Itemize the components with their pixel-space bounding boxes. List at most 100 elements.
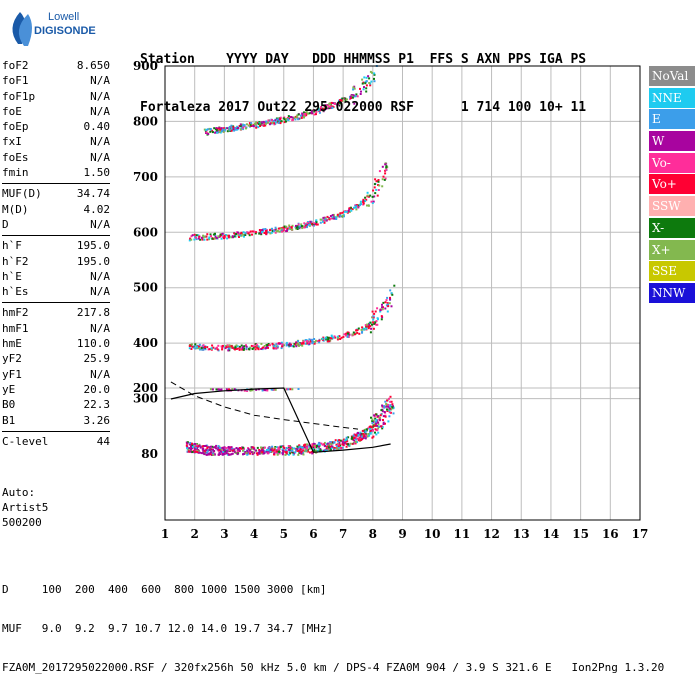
echo-point	[337, 103, 340, 106]
echo-point	[371, 310, 374, 313]
echo-point	[382, 423, 385, 425]
echo-point	[315, 221, 318, 223]
echo-point	[281, 449, 284, 452]
echo-point	[258, 232, 261, 235]
echo-point	[329, 215, 332, 217]
echo-point	[383, 178, 386, 181]
echo-point	[372, 429, 374, 432]
echo-point	[190, 348, 193, 350]
echo-point	[308, 224, 311, 227]
echo-point	[230, 124, 233, 127]
echo-point	[390, 400, 393, 403]
echo-point	[264, 122, 267, 125]
echo-point	[392, 412, 395, 415]
echo-point	[213, 237, 216, 240]
echo-point	[317, 445, 320, 448]
echo-point	[337, 440, 339, 443]
echo-point	[202, 234, 205, 237]
y-tick-label: 500	[133, 281, 158, 295]
echo-point	[369, 194, 372, 197]
echo-point	[361, 438, 364, 440]
echo-point	[377, 423, 380, 426]
echo-point	[299, 445, 302, 448]
echo-point	[281, 345, 284, 348]
echo-point	[336, 215, 339, 218]
echo-point	[242, 453, 244, 456]
echo-point	[388, 407, 391, 410]
echo-point	[360, 435, 363, 438]
echo-point	[196, 451, 199, 453]
echo-point	[324, 104, 327, 107]
legend-item-x-: X-	[649, 217, 695, 238]
echo-point	[304, 112, 306, 115]
echo-point	[215, 129, 218, 132]
echo-point	[309, 340, 312, 343]
echo-point	[351, 208, 354, 211]
echo-point	[347, 332, 349, 335]
echo-point	[226, 450, 229, 453]
echo-point	[245, 451, 248, 454]
echo-point	[251, 348, 254, 350]
echo-point	[220, 233, 223, 235]
echo-point	[238, 348, 241, 351]
echo-point	[364, 437, 367, 440]
echo-point	[228, 347, 231, 350]
echo-point	[364, 430, 367, 433]
echo-point	[215, 444, 218, 447]
echo-point	[322, 220, 324, 223]
echo-point	[281, 230, 283, 233]
echo-point	[344, 210, 346, 213]
echo-point	[220, 345, 223, 348]
param-row: h`Es N/A	[2, 284, 110, 299]
echo-point	[373, 77, 375, 80]
echo-point	[387, 405, 390, 408]
echo-point	[316, 340, 319, 343]
echo-point	[364, 324, 367, 327]
echo-point	[325, 106, 328, 108]
echo-point	[214, 446, 217, 449]
x-tick-label: 7	[339, 527, 347, 541]
x-axis-ticks: 1 2 3 4 5 6 7 8 9 10 11 12 13 14 15 16 17	[161, 527, 649, 541]
echo-point	[248, 124, 251, 127]
echo-point	[252, 346, 255, 349]
y-tick-label: 300	[133, 392, 158, 406]
echo-point	[377, 421, 380, 424]
echo-point	[331, 105, 334, 108]
echo-point	[228, 388, 230, 391]
echo-point	[319, 449, 322, 452]
echo-point	[290, 116, 292, 118]
echo-point	[301, 449, 304, 452]
echo-point	[202, 236, 205, 239]
profile-curve	[170, 387, 391, 453]
echo-point	[384, 422, 386, 425]
echo-point	[341, 443, 344, 446]
echo-point	[215, 388, 218, 391]
echo-point	[198, 235, 201, 238]
clevel-value: 44	[96, 434, 110, 448]
echo-point	[393, 284, 396, 287]
param-name: foE	[2, 104, 22, 118]
echo-point	[358, 204, 361, 207]
echo-point	[190, 445, 192, 448]
echo-point	[248, 234, 251, 237]
echo-point	[266, 344, 269, 346]
echo-point	[211, 131, 214, 134]
echo-point	[298, 344, 300, 347]
echo-point	[234, 127, 237, 129]
echo-point	[335, 103, 338, 106]
echo-point	[323, 441, 326, 444]
echo-point	[373, 424, 376, 427]
echo-point	[248, 348, 251, 351]
echo-point	[368, 323, 370, 326]
echo-point	[241, 348, 244, 351]
echo-point	[238, 347, 241, 350]
echo-point	[253, 230, 256, 233]
echo-point	[372, 327, 375, 330]
echo-point	[223, 127, 226, 130]
param-value: N/A	[90, 367, 110, 381]
echo-point	[191, 447, 193, 450]
echo-point	[285, 341, 288, 344]
ionogram-chart: 1 2 3 4 5 6 7 8 9 10 11 12 13 14 15 16 17 80200300400500…	[133, 59, 649, 541]
echo-point	[369, 321, 372, 324]
echo-point	[261, 451, 264, 454]
